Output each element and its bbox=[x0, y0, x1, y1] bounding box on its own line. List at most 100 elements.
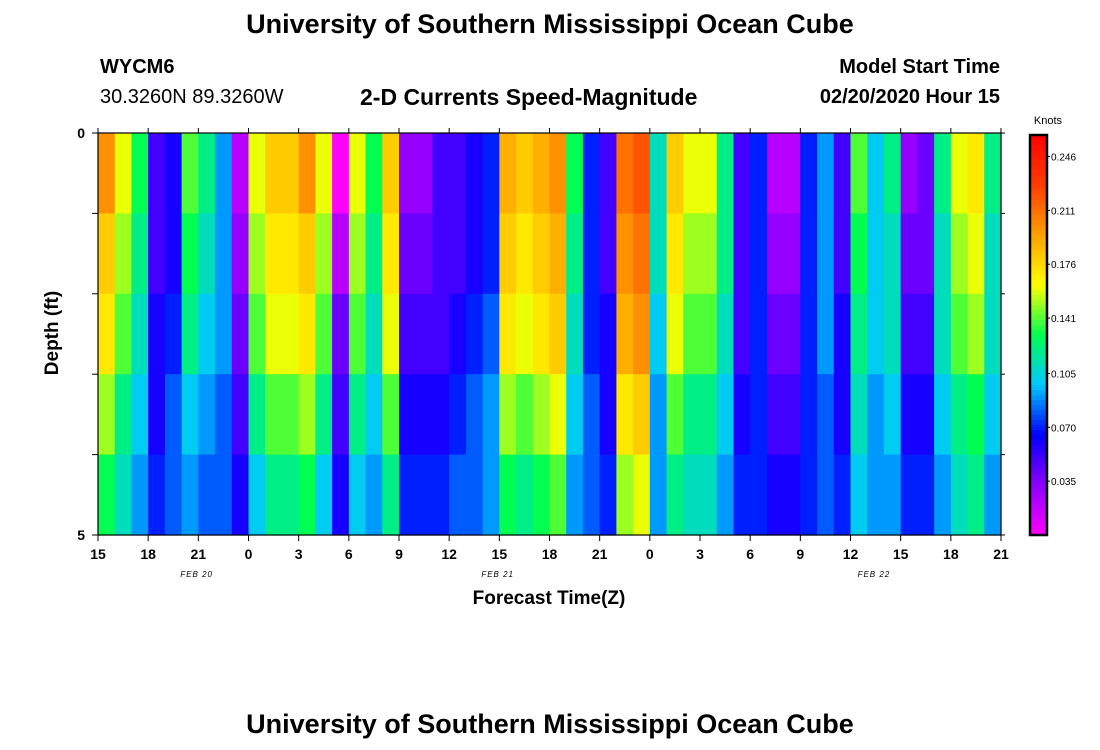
heatmap-cell bbox=[298, 293, 316, 375]
heatmap-cell bbox=[114, 374, 133, 456]
heatmap-cell bbox=[950, 454, 969, 536]
heatmap-cell bbox=[900, 374, 918, 456]
heatmap-cell bbox=[148, 293, 166, 375]
heatmap-cell bbox=[984, 293, 1002, 375]
heatmap-cell bbox=[850, 133, 868, 214]
heatmap-cell bbox=[432, 374, 450, 456]
page-title: University of Southern Mississippi Ocean… bbox=[246, 9, 854, 39]
colorbar-segment bbox=[1030, 210, 1047, 216]
heatmap-cell bbox=[716, 374, 735, 456]
station-coordinates: 30.3260N 89.3260W bbox=[100, 86, 284, 108]
colorbar-segment bbox=[1030, 315, 1047, 321]
heatmap-cell bbox=[281, 374, 300, 456]
heatmap-cell bbox=[800, 213, 818, 295]
heatmap-cell bbox=[315, 293, 333, 375]
heatmap-cell bbox=[967, 133, 985, 214]
colorbar-tick-label: 0.246 bbox=[1051, 153, 1076, 164]
colorbar-segment bbox=[1030, 275, 1047, 281]
heatmap-cell bbox=[549, 213, 567, 295]
heatmap-cell bbox=[298, 454, 316, 536]
colorbar-segment bbox=[1030, 255, 1047, 261]
colorbar-segment bbox=[1030, 300, 1047, 306]
heatmap-cell bbox=[900, 293, 918, 375]
heatmap-cell bbox=[549, 293, 567, 375]
heatmap-cell bbox=[716, 133, 735, 214]
heatmap-cell bbox=[382, 213, 400, 295]
x-tick-label: 9 bbox=[796, 546, 804, 562]
heatmap-cell bbox=[934, 293, 952, 375]
heatmap-cell bbox=[700, 374, 718, 456]
x-tick-label: 6 bbox=[746, 546, 754, 562]
heatmap-cell bbox=[198, 454, 216, 536]
heatmap-cell bbox=[181, 293, 199, 375]
heatmap-cell bbox=[716, 454, 735, 536]
colorbar-segment bbox=[1030, 450, 1047, 456]
heatmap-cell bbox=[265, 454, 283, 536]
heatmap-cell bbox=[950, 213, 969, 295]
colorbar-tick-label: 0.070 bbox=[1051, 423, 1076, 434]
heatmap-cell bbox=[817, 454, 835, 536]
x-tick-label: 0 bbox=[245, 546, 253, 562]
heatmap-cell bbox=[332, 374, 350, 456]
colorbar-segment bbox=[1030, 195, 1047, 201]
colorbar-segment bbox=[1030, 525, 1047, 531]
heatmap-cell bbox=[633, 293, 651, 375]
heatmap-cell bbox=[917, 454, 935, 536]
heatmap-cell bbox=[348, 454, 367, 536]
heatmap-cell bbox=[449, 374, 467, 456]
heatmap-cell bbox=[817, 133, 835, 214]
heatmap-cell bbox=[382, 374, 400, 456]
heatmap-cell bbox=[265, 374, 283, 456]
colorbar-segment bbox=[1030, 205, 1047, 211]
heatmap-cell bbox=[499, 293, 517, 375]
colorbar-segment bbox=[1030, 355, 1047, 361]
heatmap-cell bbox=[950, 133, 969, 214]
x-tick-label: 12 bbox=[441, 546, 457, 562]
heatmap-cell bbox=[248, 293, 266, 375]
heatmap-cell bbox=[666, 213, 684, 295]
heatmap-cell bbox=[215, 293, 233, 375]
heatmap-cell bbox=[231, 374, 250, 456]
x-axis-title: Forecast Time(Z) bbox=[473, 588, 626, 609]
heatmap-cell bbox=[148, 133, 166, 214]
heatmap-cell bbox=[599, 213, 617, 295]
heatmap-cell bbox=[148, 454, 166, 536]
colorbar-segment bbox=[1030, 455, 1047, 461]
colorbar-segment bbox=[1030, 235, 1047, 241]
colorbar: 0.246 0.211 0.176 0.141 0.105 0.070 0.035 bbox=[1028, 133, 1076, 537]
colorbar-segment bbox=[1030, 325, 1047, 331]
colorbar-segment bbox=[1030, 320, 1047, 326]
x-tick-label: 18 bbox=[140, 546, 156, 562]
colorbar-segment bbox=[1030, 410, 1047, 416]
heatmap-cell bbox=[198, 133, 216, 214]
heatmap-cell bbox=[449, 213, 467, 295]
x-tick-label: 21 bbox=[993, 546, 1009, 562]
heatmap-cell bbox=[833, 454, 852, 536]
colorbar-segment bbox=[1030, 485, 1047, 491]
heatmap-cell bbox=[332, 293, 350, 375]
heatmap-cell bbox=[700, 213, 718, 295]
heatmap-cell bbox=[633, 454, 651, 536]
heatmap-cell bbox=[415, 374, 434, 456]
colorbar-segment bbox=[1030, 265, 1047, 271]
x-tick-label: 15 bbox=[893, 546, 909, 562]
heatmap-cell bbox=[432, 293, 450, 375]
colorbar-segment bbox=[1030, 425, 1047, 431]
colorbar-segment bbox=[1030, 345, 1047, 351]
y-axis-ticks: 05 bbox=[77, 125, 1005, 543]
heatmap-cell bbox=[382, 293, 400, 375]
heatmap-cell bbox=[215, 133, 233, 214]
heatmap-cell bbox=[215, 374, 233, 456]
heatmap-cell bbox=[867, 133, 885, 214]
heatmap-cell bbox=[649, 133, 668, 214]
heatmap-cell bbox=[181, 133, 199, 214]
colorbar-segment bbox=[1030, 475, 1047, 481]
heatmap-cell bbox=[532, 374, 551, 456]
colorbar-segment bbox=[1030, 490, 1047, 496]
heatmap-cell bbox=[549, 133, 567, 214]
heatmap-cell bbox=[516, 454, 534, 536]
heatmap-cell bbox=[833, 133, 852, 214]
colorbar-segment bbox=[1030, 465, 1047, 471]
heatmap-cell bbox=[348, 374, 367, 456]
heatmap-cell bbox=[449, 133, 467, 214]
